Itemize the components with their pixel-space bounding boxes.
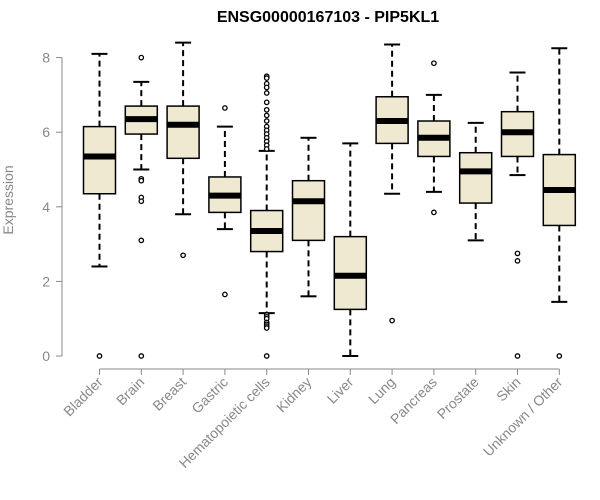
x-tick-label: Bladder (60, 374, 106, 420)
box-prostate (458, 121, 493, 242)
outlier-point (138, 237, 145, 244)
box-bladder (82, 52, 117, 359)
x-tick-label: Lung (365, 374, 398, 407)
box-iqr (458, 151, 493, 204)
outlier-point (263, 353, 270, 359)
outlier-point (514, 250, 521, 257)
box-liver (333, 142, 368, 357)
x-tick-label: Prostate (434, 374, 482, 422)
box-skin (500, 71, 535, 359)
box-breast (166, 41, 200, 259)
y-tick-label: 0 (42, 348, 50, 364)
x-tick-label: Kidney (273, 374, 315, 416)
y-tick-label: 6 (42, 124, 50, 140)
box-lung (375, 43, 409, 324)
y-tick-label: 2 (42, 273, 50, 289)
x-tick-label: Breast (149, 374, 189, 414)
outlier-point (556, 353, 563, 359)
outlier-point (431, 60, 437, 67)
outlier-point (263, 90, 270, 96)
x-tick-label: Unknown / Other (480, 374, 566, 460)
boxes-group (82, 41, 577, 359)
box-brain (124, 54, 159, 359)
box-kidney (291, 136, 326, 298)
box-iqr (82, 125, 117, 195)
outlier-point (263, 106, 270, 113)
box-iqr (166, 105, 200, 160)
x-tick-label: Liver (324, 374, 357, 407)
outlier-point (514, 258, 521, 264)
outlier-point (389, 317, 395, 324)
y-axis: 0 2 4 6 8 (42, 50, 63, 364)
outlier-point (263, 118, 270, 124)
x-tick-label: Skin (493, 374, 524, 405)
outlier-point (263, 112, 270, 119)
outlier-point (263, 99, 270, 106)
y-tick-label: 8 (42, 50, 50, 66)
outlier-point (514, 353, 521, 359)
box-unknown-other (542, 47, 577, 359)
x-tick-label: Brain (113, 374, 147, 408)
outlier-point (263, 325, 270, 331)
outlier-point (263, 84, 270, 91)
outlier-point (138, 177, 145, 184)
outlier-point (180, 252, 186, 259)
box-gastric (208, 105, 242, 298)
outlier-point (96, 353, 103, 359)
outlier-point (138, 353, 145, 359)
outlier-point (138, 198, 145, 205)
chart-title: ENSG00000167103 - PIP5KL1 (217, 9, 439, 26)
outlier-point (431, 209, 437, 216)
outlier-point (222, 291, 228, 298)
outlier-point (263, 75, 270, 81)
outlier-point (263, 146, 270, 152)
outlier-point (222, 105, 228, 111)
y-axis-label: Expression (0, 165, 16, 234)
box-hematopoietic-cells (249, 73, 284, 359)
y-tick-label: 4 (42, 199, 50, 215)
box-iqr (291, 179, 326, 242)
box-pancreas (417, 60, 451, 216)
outlier-point (138, 54, 145, 61)
